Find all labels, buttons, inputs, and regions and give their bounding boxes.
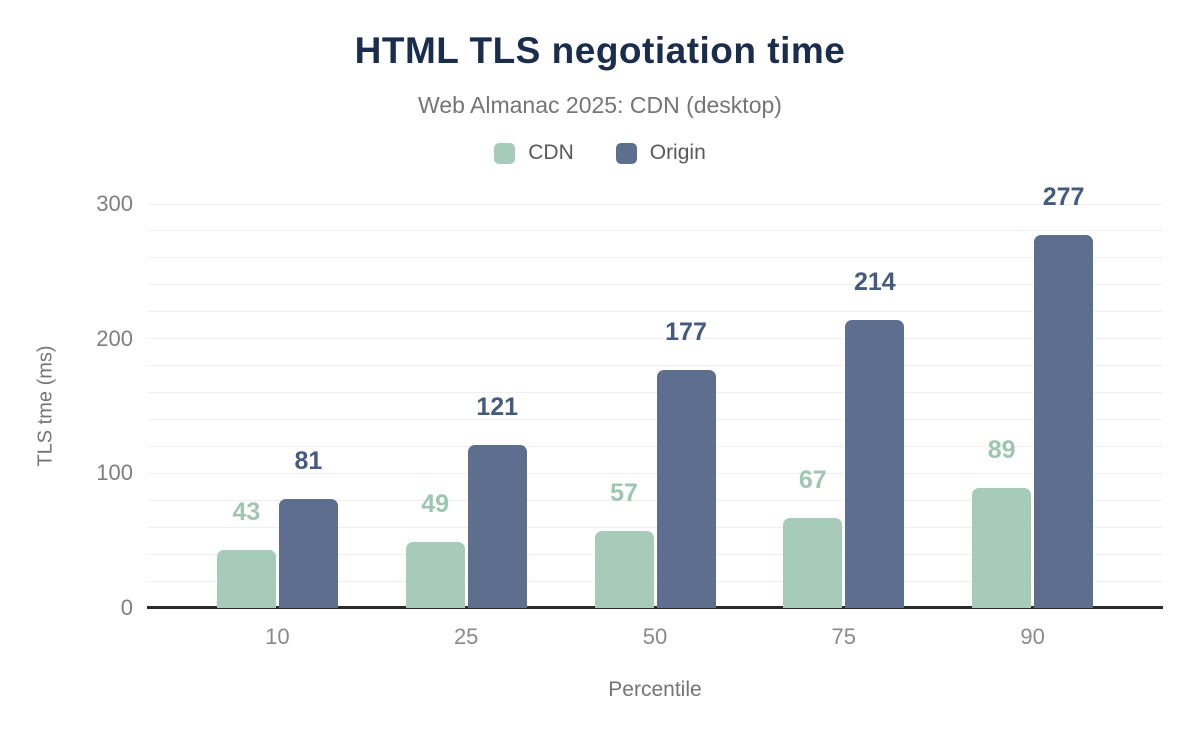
legend-label-cdn: CDN [528,141,574,164]
value-label-cdn-p25: 49 [421,490,450,519]
x-axis-title: Percentile [608,678,702,701]
chart-subtitle: Web Almanac 2025: CDN (desktop) [418,92,782,118]
gridline-280 [147,230,1163,232]
gridline-260 [147,257,1163,259]
x-tick-10: 10 [265,624,290,649]
gridline-180 [147,365,1163,367]
value-label-cdn-p75: 67 [798,465,827,494]
bar-cdn-p50[interactable] [594,531,654,608]
gridline-80 [147,499,1163,501]
legend-swatch-origin [615,142,637,164]
legend-label-origin: Origin [649,141,706,164]
value-label-origin-p50: 177 [665,317,707,346]
y-tick-300: 300 [96,191,133,216]
x-tick-75: 75 [831,624,857,649]
value-label-cdn-p90: 89 [987,436,1016,465]
gridline-200 [147,338,1163,340]
gridline-60 [147,526,1163,528]
gridline-300 [147,203,1163,205]
x-tick-50: 50 [642,624,668,649]
gridline-40 [147,553,1163,555]
bar-cdn-p75[interactable] [783,517,843,608]
legend-item-cdn: CDN [494,141,574,165]
value-label-origin-p25: 121 [476,393,519,422]
x-tick-25: 25 [453,624,479,649]
x-axis-line [147,606,1163,609]
bar-cdn-p25[interactable] [405,542,465,608]
value-label-origin-p90: 277 [1042,182,1085,211]
bar-origin-p50[interactable] [656,369,716,608]
x-tick-90: 90 [1020,624,1045,649]
y-tick-100: 100 [96,460,133,486]
gridline-140 [147,418,1163,420]
value-label-cdn-p10: 43 [232,498,261,527]
chart-title: HTML TLS negotiation time [354,30,846,71]
bar-origin-p10[interactable] [278,498,338,608]
value-label-origin-p75: 214 [853,267,896,296]
legend-swatch-cdn [494,142,516,164]
bar-origin-p75[interactable] [845,319,905,608]
gridline-100 [147,472,1163,474]
gridline-120 [147,445,1163,447]
gridline-20 [147,580,1163,582]
gridline-240 [147,284,1163,286]
legend-item-origin: Origin [615,141,706,165]
legend: CDN Origin [0,141,1200,165]
value-label-origin-p10: 81 [294,446,323,475]
bar-origin-p25[interactable] [467,445,527,608]
y-tick-200: 200 [96,325,133,351]
bar-cdn-p10[interactable] [216,550,276,608]
value-label-cdn-p50: 57 [610,479,638,508]
y-axis-title: TLS tme (ms) [34,345,57,467]
gridline-160 [147,392,1163,394]
y-tick-0: 0 [120,595,133,620]
bar-origin-p90[interactable] [1034,234,1094,608]
bar-cdn-p90[interactable] [972,488,1032,608]
gridline-220 [147,311,1163,313]
plot-canvas: 0 100 200 300 10 43 81 25 49 121 50 57 177 75 67 214 90 8… [96,184,1163,649]
